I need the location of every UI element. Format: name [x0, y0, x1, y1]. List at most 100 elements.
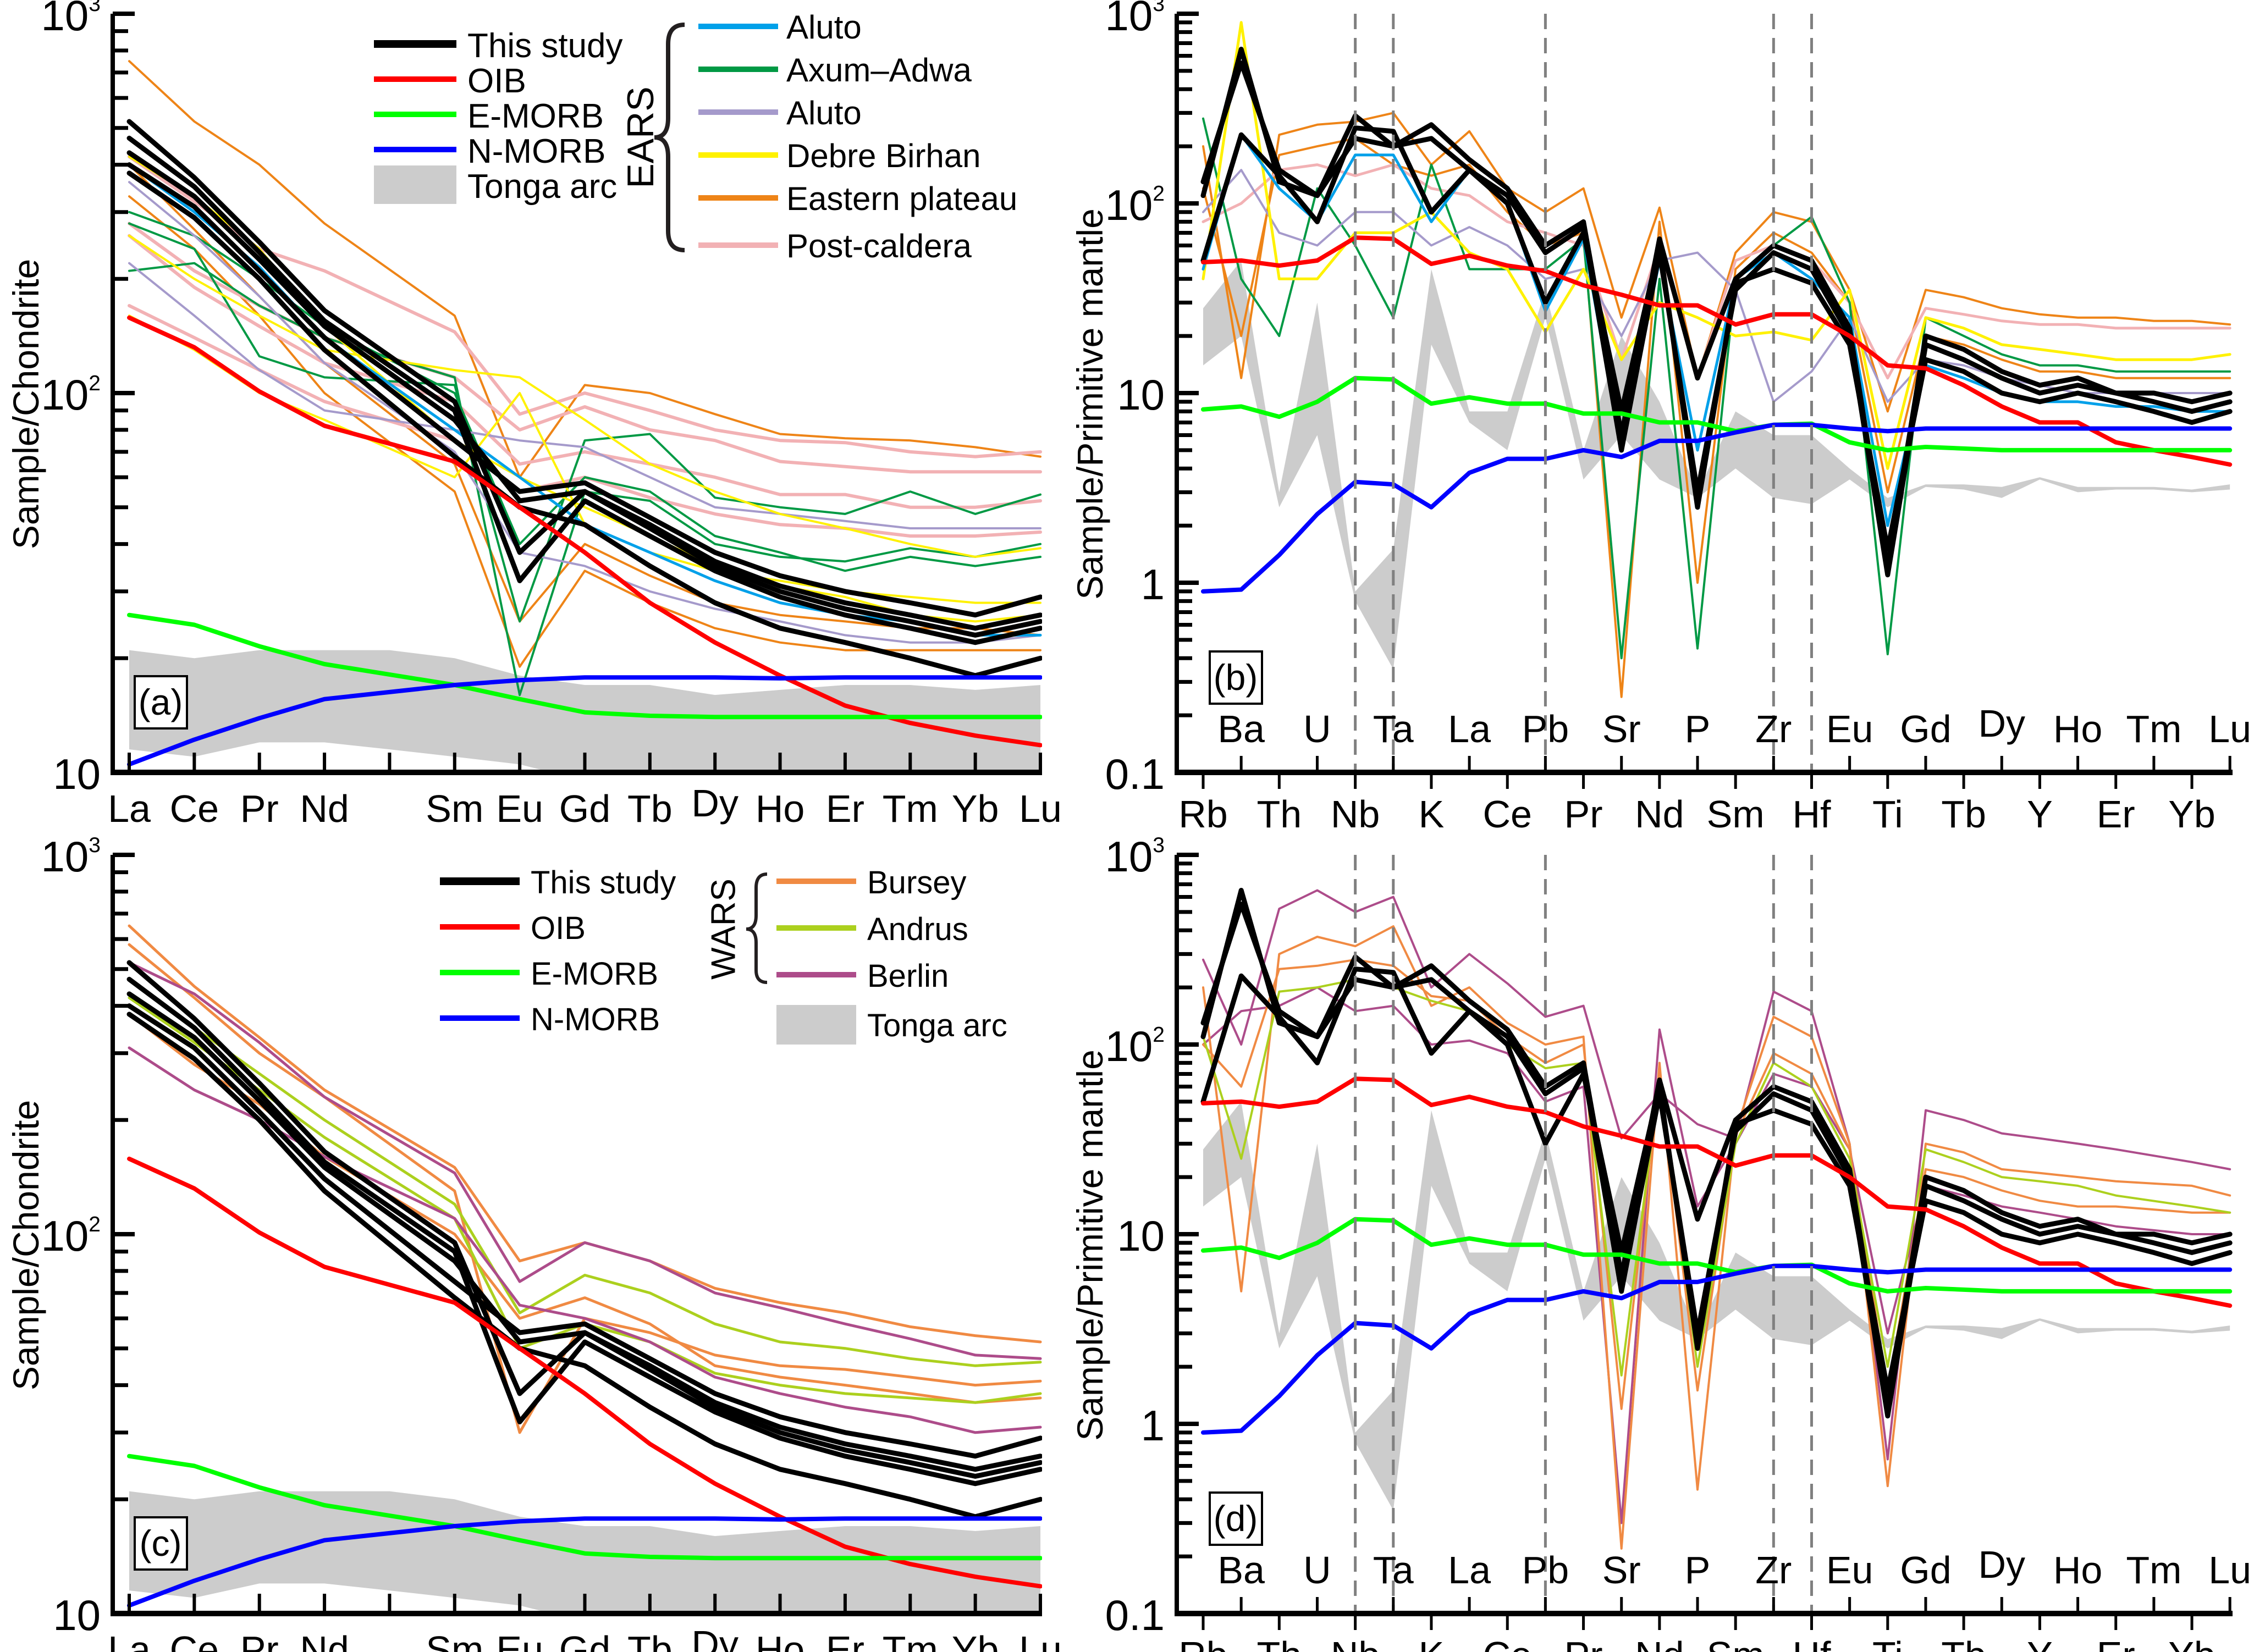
x-tick-label: Nb [1331, 1634, 1380, 1652]
x-tick-label: Lu [1019, 1628, 1062, 1652]
legend-label: Debre Birhan [786, 137, 981, 174]
legend-group-label: WARS [704, 879, 742, 980]
series-line-emorb [127, 1454, 1042, 1561]
series-line-berlin [1202, 889, 2231, 1461]
y-tick-label: 0.1 [1105, 750, 1165, 798]
x-tick-label: Rb [1178, 1634, 1227, 1652]
panel-label: (c) [140, 1523, 182, 1563]
x-tick-label: Ho [756, 787, 804, 830]
series-line-this-study [126, 170, 1042, 678]
legend-swatch-area [374, 165, 456, 204]
legend-label: Berlin [867, 958, 949, 994]
panel-d: 0.1 1 10 102 103 Rb Ba Th U Nb Ta K La Ce Pb Pr Sr Nd P Sm Z… [1070, 832, 2251, 1652]
x-tick-label: Pb [1522, 708, 1569, 750]
legend-label: E-MORB [531, 956, 658, 992]
y-tick-label: 10 [53, 1591, 101, 1639]
plot-area [1200, 888, 2233, 1550]
x-tick-label: K [1419, 1634, 1445, 1652]
x-tick-label: K [1419, 793, 1445, 836]
x-tick-label: Sr [1602, 1549, 1641, 1592]
series-line-this-study [126, 976, 1042, 1487]
y-tick-label: 103 [1105, 832, 1165, 881]
x-tick-label: Pb [1522, 1549, 1569, 1592]
x-tick-label: Ce [1483, 793, 1532, 836]
x-tick-label: Nd [1635, 793, 1684, 836]
series-line-oib [1201, 235, 2233, 467]
x-tick-label: Ce [170, 1628, 219, 1652]
x-tick-label: La [108, 787, 151, 830]
panel-label-box [1209, 650, 1263, 705]
series-line-berlin [1202, 986, 2231, 1524]
x-tick-label: Eu [1826, 1549, 1873, 1592]
series-line-emorb [127, 612, 1042, 720]
x-tick-label: Eu [1826, 708, 1873, 750]
panel-a: 10 102 103 La Ce Pr Nd Sm Eu Gd Tb Dy Ho Er Tm Yb Lu Samp… [5, 0, 1062, 830]
x-tick-label: Gd [1900, 1549, 1951, 1592]
series-line-nmorb [1201, 1263, 2233, 1435]
legend-label: OIB [531, 910, 586, 946]
y-tick-label: 1 [1141, 560, 1165, 609]
legend-brace [654, 23, 685, 252]
x-tick-label: Th [1256, 1634, 1302, 1652]
series-line-this-study [1200, 966, 2233, 1393]
series-line-this-study [1200, 47, 2233, 571]
series-line-bursey [1202, 925, 2231, 1550]
legend-label: Eastern plateau [786, 180, 1017, 217]
series-line-eastern-plateau [128, 195, 1041, 668]
panel-label-box [134, 675, 188, 730]
series-line-nmorb [1201, 422, 2233, 594]
x-tick-label: Ba [1217, 708, 1265, 750]
legend-label: Tonga arc [867, 1008, 1007, 1043]
x-tick-label: Tm [883, 1628, 938, 1652]
legend-label: Tonga arc [467, 168, 617, 206]
x-tick-label: Ho [756, 1628, 804, 1652]
x-tick-label: Ba [1217, 1549, 1265, 1592]
y-axis-title: Sample/Primitive mantle [1070, 1049, 1110, 1441]
series-line-this-study [126, 135, 1042, 645]
x-tick-label: Zr [1755, 708, 1792, 750]
x-tick-label: Nd [1635, 1634, 1684, 1652]
series-line-nmorb [127, 1516, 1042, 1608]
y-tick-label: 102 [41, 371, 101, 419]
x-tick-label: Er [2097, 1634, 2135, 1652]
x-tick-label: Pr [240, 1628, 279, 1652]
series-line-this-study [1200, 888, 2233, 1412]
x-tick-label: Sm [1707, 1634, 1765, 1652]
legend-brace [746, 872, 768, 984]
y-tick-label: 10 [1117, 371, 1165, 419]
panel-b: 0.1 1 10 102 103 Rb Ba Th U Nb Ta K La Ce Pb Pr Sr Nd P Sm Z… [1070, 0, 2251, 836]
x-tick-label: Ti [1872, 793, 1903, 836]
x-tick-label: Lu [2208, 1549, 2251, 1592]
x-tick-label: U [1303, 708, 1331, 750]
x-tick-label: Ho [2053, 708, 2102, 750]
y-tick-label: 10 [1117, 1212, 1165, 1260]
series-line-eastern-plateau [128, 60, 1041, 479]
x-tick-label: La [1448, 708, 1491, 750]
panel-c: 10 102 103 La Ce Pr Nd Sm Eu Gd Tb Dy Ho Er Tm Yb Lu Samp… [5, 832, 1062, 1652]
legend-label: N-MORB [467, 132, 605, 170]
panel-label: (b) [1214, 657, 1258, 698]
x-tick-label: Nb [1331, 793, 1380, 836]
x-tick-label: Tm [2126, 1549, 2181, 1592]
x-tick-label: Lu [1019, 787, 1062, 830]
series-line-berlin [128, 961, 1042, 1360]
y-axis-title: Sample/Chondrite [5, 259, 46, 549]
x-tick-label: Th [1256, 793, 1302, 836]
legend-label: OIB [467, 62, 526, 100]
series-line-this-study [126, 991, 1042, 1472]
x-tick-label: Sm [1707, 793, 1765, 836]
series-line-bursey [128, 943, 1042, 1434]
x-tick-label: Ce [1483, 1634, 1532, 1652]
legend-label: Bursey [867, 865, 967, 900]
x-tick-label: Dy [691, 1623, 739, 1652]
panel-label-box [134, 1516, 188, 1571]
x-tick-label: Yb [952, 1628, 999, 1652]
series-line-bursey [1202, 958, 2231, 1410]
series-line-emorb [1201, 1217, 2233, 1294]
series-line-axum-adwa [128, 262, 1041, 697]
x-tick-label: Er [2097, 793, 2135, 836]
x-tick-label: Hf [1792, 1634, 1831, 1652]
x-tick-label: Zr [1755, 1549, 1792, 1592]
series-line-post-caldera [128, 304, 1042, 538]
panel-label-box [1209, 1491, 1263, 1546]
